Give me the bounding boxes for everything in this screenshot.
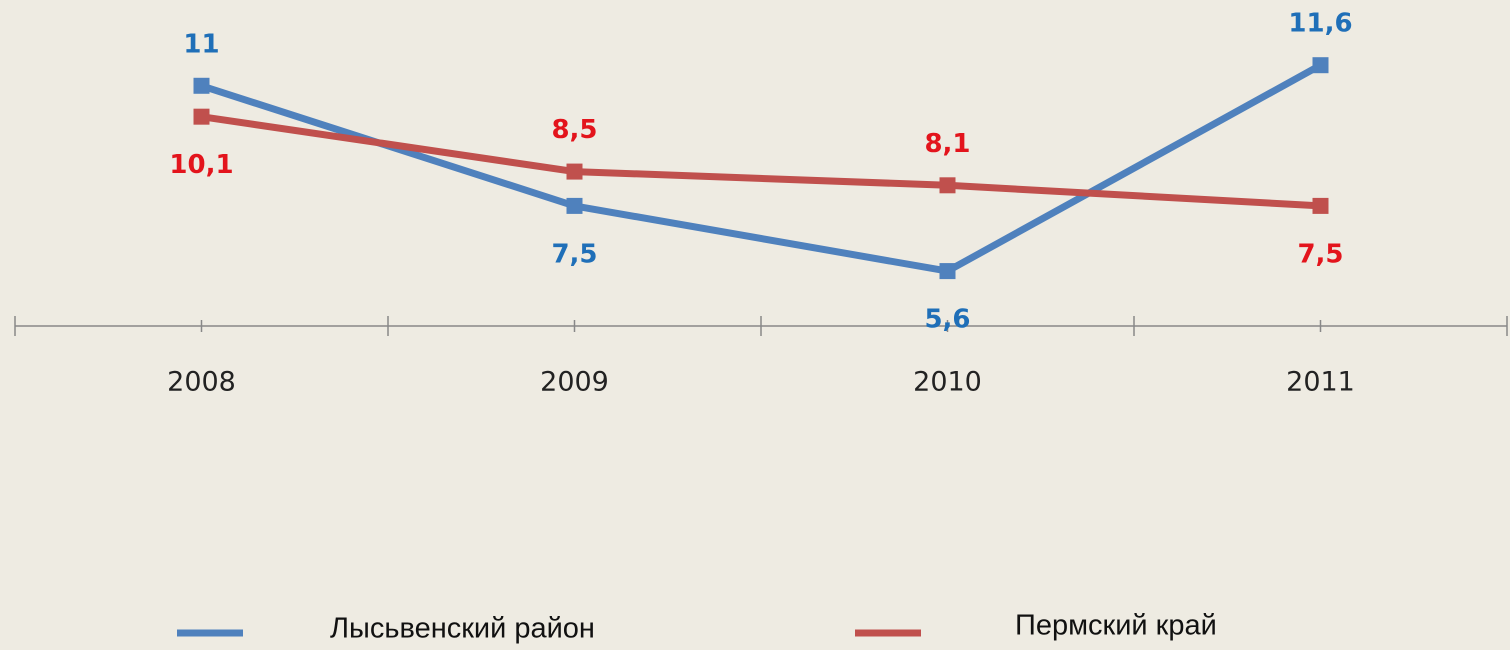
x-tick-label: 2008 (167, 367, 236, 398)
point-marker (939, 177, 956, 194)
value-label: 7,5 (551, 239, 597, 269)
x-tick-label: 2009 (540, 367, 609, 398)
series-line (200, 62, 1323, 275)
legend-label: Пермский край (1015, 610, 1217, 642)
value-label: 11 (183, 29, 219, 59)
x-tick-label: 2011 (1286, 367, 1355, 398)
legend-label: Лысьвенский район (330, 613, 595, 645)
x-tick-label: 2010 (913, 367, 982, 398)
value-label: 11,6 (1288, 9, 1352, 39)
point-marker (566, 163, 583, 180)
series-line (200, 113, 1321, 210)
value-label: 10,1 (169, 150, 233, 180)
point-marker (1312, 57, 1329, 74)
point-marker (566, 197, 583, 214)
point-marker (939, 263, 956, 280)
value-label: 5,6 (924, 305, 970, 335)
value-label: 7,5 (1297, 239, 1343, 269)
point-marker (193, 77, 210, 94)
point-marker (193, 108, 210, 125)
value-label: 8,1 (924, 129, 970, 159)
point-marker (1312, 197, 1329, 214)
value-label: 8,5 (551, 115, 597, 145)
